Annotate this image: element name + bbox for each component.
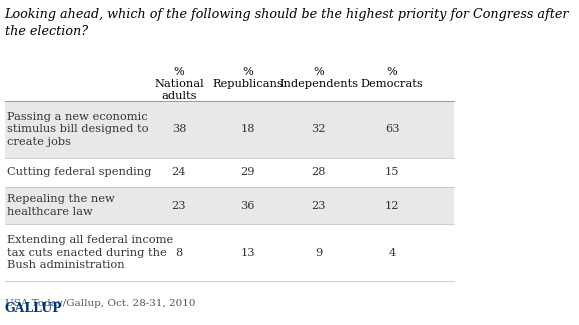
Bar [5, 101, 454, 158]
Text: Passing a new economic
stimulus bill designed to
create jobs: Passing a new economic stimulus bill des… [7, 112, 148, 147]
Bar [5, 187, 454, 224]
Text: 8: 8 [175, 248, 182, 258]
Text: 24: 24 [171, 167, 186, 177]
Text: 38: 38 [171, 124, 186, 134]
Text: 4: 4 [389, 248, 396, 258]
Text: Cutting federal spending: Cutting federal spending [7, 167, 151, 177]
Text: 32: 32 [312, 124, 326, 134]
Text: 23: 23 [171, 201, 186, 211]
Text: GALLUP: GALLUP [5, 302, 63, 315]
Text: USA Today/Gallup, Oct. 28-31, 2010: USA Today/Gallup, Oct. 28-31, 2010 [5, 299, 195, 308]
Text: %
National
adults: % National adults [154, 67, 204, 101]
Text: Extending all federal income
tax cuts enacted during the
Bush administration: Extending all federal income tax cuts en… [7, 235, 173, 270]
Text: %
Independents: % Independents [279, 67, 358, 89]
Text: 9: 9 [315, 248, 323, 258]
Text: 28: 28 [312, 167, 326, 177]
Text: %
Democrats: % Democrats [361, 67, 424, 89]
Text: Looking ahead, which of the following should be the highest priority for Congres: Looking ahead, which of the following sh… [5, 8, 569, 38]
Text: 29: 29 [240, 167, 255, 177]
Text: 15: 15 [385, 167, 400, 177]
Text: 18: 18 [240, 124, 255, 134]
Text: 63: 63 [385, 124, 400, 134]
Text: 12: 12 [385, 201, 400, 211]
Text: 23: 23 [312, 201, 326, 211]
Text: 13: 13 [240, 248, 255, 258]
Text: Repealing the new
healthcare law: Repealing the new healthcare law [7, 194, 115, 217]
Text: %
Republicans: % Republicans [212, 67, 283, 89]
Text: 36: 36 [240, 201, 255, 211]
